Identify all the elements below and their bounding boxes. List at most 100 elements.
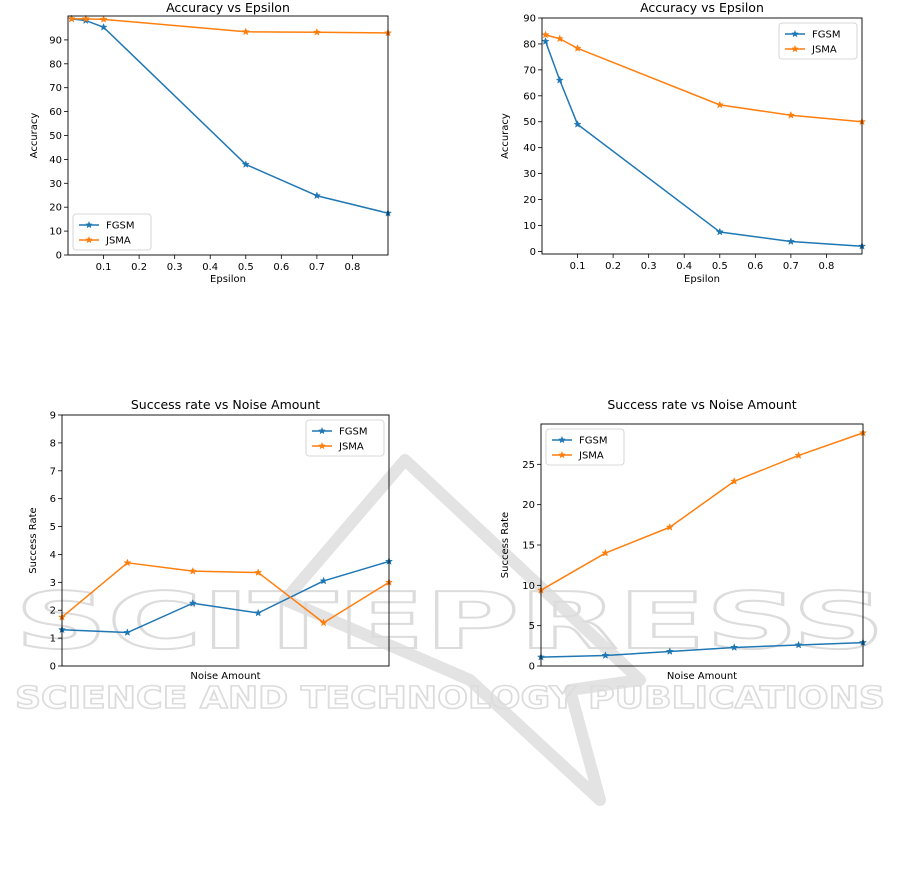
x-tick-label: 0.8	[818, 261, 834, 272]
data-point-jsma	[188, 566, 197, 575]
data-point-jsma	[794, 451, 803, 459]
legend-box	[545, 428, 625, 466]
data-point-jsma	[715, 100, 724, 109]
legend-marker-fgsm	[85, 220, 93, 229]
chart-success-rate-right: Success rate vs Noise Amount 0 5 10 15 20 25 No…	[500, 397, 868, 682]
chart-title: Accuracy vs Epsilon	[640, 0, 764, 15]
x-tick-label: 0.3	[641, 261, 657, 272]
y-tick-label: 25	[522, 460, 535, 471]
y-tick-label: 9	[50, 411, 56, 422]
data-point-jsma	[99, 15, 108, 23]
watermark-text-main: SCITEPRESS	[15, 577, 885, 667]
chart-title: Success rate vs Noise Amount	[131, 397, 320, 412]
data-point-jsma	[319, 618, 328, 627]
legend-label-fgsm: FGSM	[579, 436, 607, 447]
x-tick-label: 0.5	[238, 262, 254, 273]
data-point-fgsm	[319, 576, 328, 585]
data-point-fgsm	[312, 191, 321, 200]
data-point-jsma	[601, 548, 610, 557]
y-tick-label: 10	[523, 221, 536, 232]
y-tick-label: 30	[49, 179, 62, 190]
y-tick-label: 80	[523, 39, 536, 50]
x-tick-label: 0.7	[783, 261, 799, 272]
legend-box	[305, 419, 385, 457]
x-axis-label: Epsilon	[210, 274, 246, 285]
data-point-fgsm	[665, 647, 674, 655]
data-point-fgsm	[123, 628, 132, 637]
legend-label-jsma: JSMA	[578, 451, 604, 462]
data-point-fgsm	[794, 640, 803, 649]
data-point-jsma	[241, 27, 250, 36]
data-point-fgsm	[573, 120, 582, 128]
data-point-fgsm	[601, 651, 610, 660]
chart-accuracy-vs-epsilon-right: Accuracy vs Epsilon 0 10 20 30 40 50 60 70 80 90 0.…	[500, 0, 867, 285]
y-tick-label: 30	[523, 169, 536, 180]
watermark-logo-shape	[279, 454, 646, 806]
y-tick-label: 60	[523, 91, 536, 102]
legend: FGSM JSMA	[72, 213, 152, 251]
y-tick-label: 80	[49, 59, 62, 70]
legend-label-jsma: JSMA	[811, 45, 837, 56]
legend-label-jsma: JSMA	[105, 236, 131, 247]
legend: FGSM JSMA	[778, 22, 858, 60]
series-line-fgsm	[540, 641, 864, 658]
data-point-fgsm	[254, 608, 263, 617]
chart-title: Success rate vs Noise Amount	[607, 397, 796, 412]
data-point-jsma	[81, 14, 90, 23]
y-tick-label: 10	[522, 581, 535, 592]
legend-marker-jsma	[85, 235, 93, 244]
y-tick-label: 1	[50, 634, 56, 645]
y-tick-label: 60	[49, 107, 62, 118]
y-tick-label: 70	[523, 65, 536, 76]
series-line-fgsm	[544, 41, 863, 247]
legend-label-fgsm: FGSM	[339, 427, 367, 438]
legend-label-jsma: JSMA	[338, 442, 364, 453]
y-tick-label: 0	[50, 662, 56, 673]
y-tick-label: 5	[529, 621, 535, 632]
y-tick-label: 5	[50, 522, 56, 533]
axes-frame	[540, 423, 864, 667]
y-axis-label: Success Rate	[28, 507, 39, 573]
data-point-fgsm	[786, 237, 795, 246]
y-tick-label: 50	[523, 117, 536, 128]
data-point-jsma	[555, 34, 564, 43]
x-tick-label: 0.6	[273, 262, 289, 273]
y-tick-label: 40	[523, 143, 536, 154]
y-tick-label: 0	[529, 662, 535, 673]
x-tick-label: 0.7	[309, 262, 325, 273]
legend-marker-fgsm	[791, 29, 799, 38]
axes-frame	[541, 17, 863, 255]
y-tick-label: 20	[522, 500, 535, 511]
data-point-jsma	[254, 568, 263, 577]
y-tick-label: 20	[523, 195, 536, 206]
legend-marker-fgsm	[558, 435, 566, 444]
x-tick-label: 0.1	[570, 261, 586, 272]
x-tick-label: 0.8	[344, 262, 360, 273]
x-axis-label: Noise Amount	[190, 671, 260, 682]
y-axis-label: Accuracy	[500, 113, 511, 159]
x-axis-label: Noise Amount	[667, 671, 737, 682]
legend-label-fgsm: FGSM	[812, 30, 840, 41]
legend: FGSM JSMA	[545, 428, 625, 466]
legend-label-fgsm: FGSM	[106, 221, 134, 232]
data-point-jsma	[573, 44, 582, 52]
y-tick-label: 0	[56, 251, 62, 262]
data-point-jsma	[312, 27, 321, 36]
data-point-fgsm	[188, 598, 197, 607]
data-point-jsma	[541, 30, 550, 39]
data-point-fgsm	[555, 75, 564, 84]
y-tick-label: 50	[49, 131, 62, 142]
y-tick-label: 10	[49, 227, 62, 238]
y-tick-label: 0	[530, 247, 536, 258]
y-tick-label: 90	[49, 35, 62, 46]
x-tick-label: 0.2	[605, 261, 621, 272]
y-tick-label: 6	[50, 494, 56, 505]
chart-success-rate-left: Success rate vs Noise Amount 0 1 2 3 4 5 6 7 8 9 No…	[28, 397, 394, 682]
y-tick-label: 70	[49, 83, 62, 94]
series-line-jsma	[540, 432, 864, 591]
data-point-jsma	[123, 558, 132, 567]
legend: FGSM JSMA	[305, 419, 385, 457]
data-point-fgsm	[730, 643, 739, 651]
legend-marker-jsma	[318, 441, 326, 450]
